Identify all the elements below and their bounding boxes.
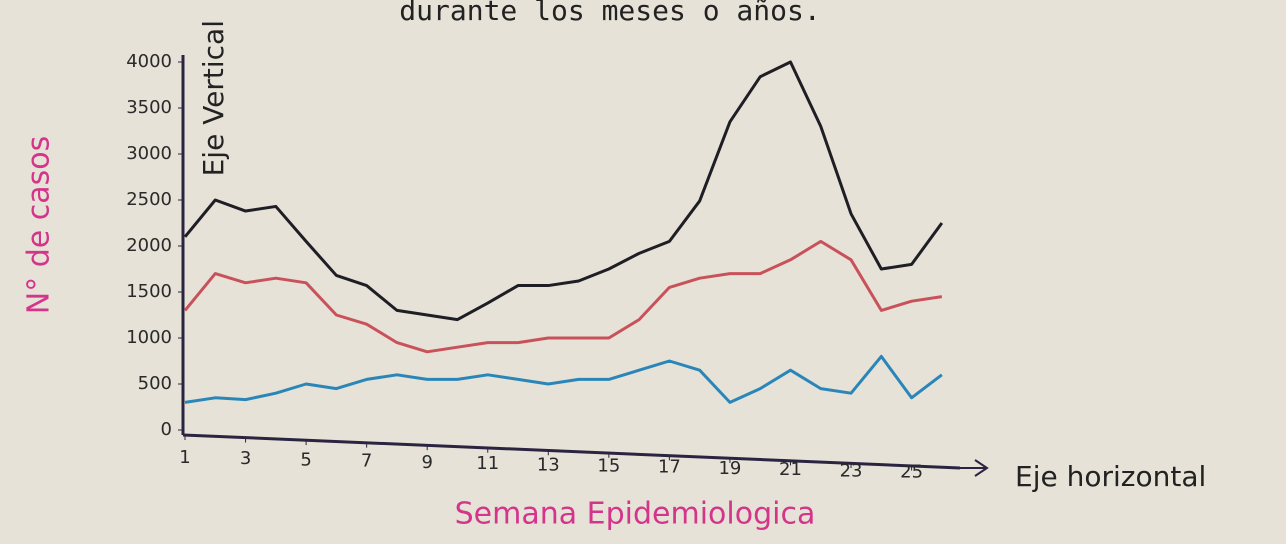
x-tick-label: 9 <box>421 452 432 473</box>
x-tick-label: 7 <box>361 451 372 472</box>
y-tick-label: 3500 <box>126 97 172 118</box>
x-tick-label: 15 <box>597 455 620 476</box>
horizontal-axis-note: Eje horizontal <box>1015 460 1206 493</box>
chart: durante los meses o años. N° de casos Se… <box>0 0 1286 544</box>
x-tick-label: 25 <box>900 462 923 483</box>
y-tick-label: 500 <box>138 373 172 394</box>
x-axis-label: Semana Epidemiologica <box>455 497 816 532</box>
x-tick-label: 11 <box>476 453 499 474</box>
x-tick-label: 5 <box>300 449 311 470</box>
y-tick-label: 1000 <box>126 327 172 348</box>
y-tick-label: 1500 <box>126 281 172 302</box>
y-tick-label: 2000 <box>126 235 172 256</box>
y-tick-label: 4000 <box>126 51 172 72</box>
y-tick-label: 2500 <box>126 189 172 210</box>
vertical-axis-note: Eje Vertical <box>197 20 230 176</box>
y-tick-label: 3000 <box>126 143 172 164</box>
x-tick-label: 1 <box>179 447 190 468</box>
chart-title: durante los meses o años. <box>399 0 820 27</box>
y-axis-label: N° de casos <box>22 136 57 315</box>
x-tick-label: 13 <box>537 454 560 475</box>
y-tick-label: 0 <box>161 419 172 440</box>
x-tick-label: 3 <box>240 448 251 469</box>
